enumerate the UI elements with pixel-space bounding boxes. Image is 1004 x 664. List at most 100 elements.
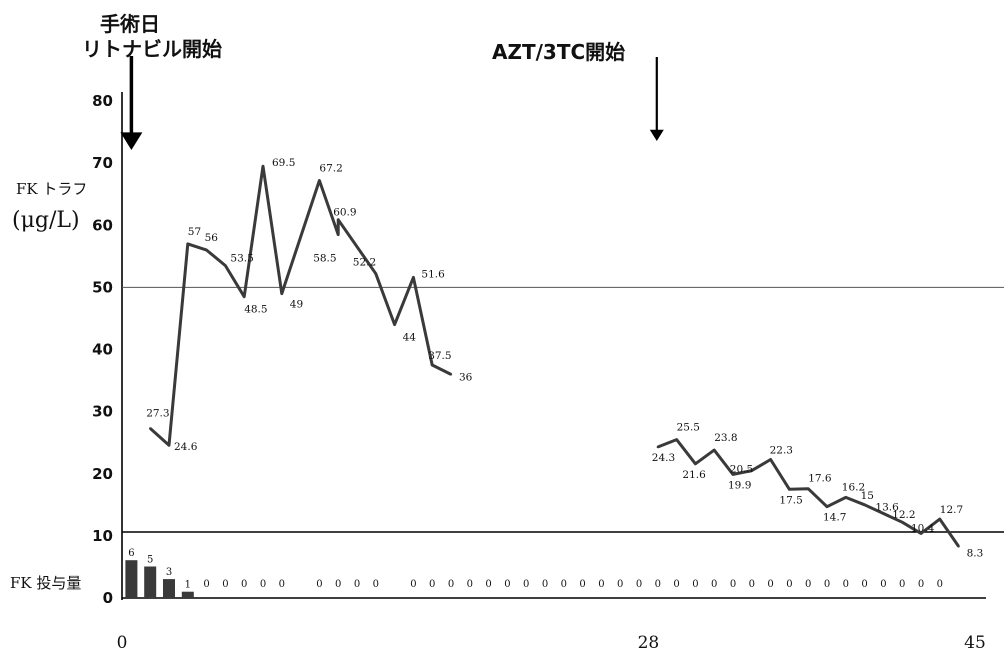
dose-value-label: 0 xyxy=(203,579,209,590)
dose-value-label: 0 xyxy=(673,579,679,590)
data-point xyxy=(694,462,697,466)
dose-bar xyxy=(181,591,194,598)
data-point xyxy=(149,427,152,430)
data-label: 24.3 xyxy=(652,452,675,464)
data-point xyxy=(938,517,941,521)
dose-value-label: 0 xyxy=(598,579,604,590)
dose-value-label: 0 xyxy=(805,579,811,590)
data-label: 37.5 xyxy=(428,350,451,362)
dose-value-label: 0 xyxy=(692,579,698,590)
data-point xyxy=(844,496,847,499)
data-label: 36 xyxy=(459,371,473,383)
dose-axis-label: FK 投与量 xyxy=(10,574,82,592)
dose-value-label: 0 xyxy=(918,579,924,590)
data-point xyxy=(393,323,396,326)
y-tick-label: 10 xyxy=(92,527,113,545)
dose-value-label: 6 xyxy=(128,548,134,559)
surgery-label-line2: リトナビル開始 xyxy=(82,37,222,61)
dose-value-label: 0 xyxy=(335,579,341,590)
dose-value-label: 0 xyxy=(467,579,473,590)
data-label: 48.5 xyxy=(244,304,267,316)
x-tick-label: 0 xyxy=(117,633,128,653)
dose-value-label: 0 xyxy=(636,579,642,590)
data-label: 58.5 xyxy=(313,253,336,265)
dose-value-label: 0 xyxy=(749,579,755,590)
dose-value-label: 1 xyxy=(185,580,191,591)
dose-bar xyxy=(144,566,157,598)
data-point xyxy=(374,272,377,275)
data-label: 27.3 xyxy=(146,407,169,419)
x-tick-label: 28 xyxy=(638,633,660,653)
dose-value-label: 3 xyxy=(166,567,172,578)
data-point xyxy=(243,295,246,298)
trough-series-line xyxy=(149,164,452,447)
data-point xyxy=(769,458,772,461)
data-point xyxy=(431,363,434,367)
x-tick-label: 45 xyxy=(964,633,986,653)
event-arrow-head xyxy=(120,132,143,150)
data-label: 51.6 xyxy=(421,268,445,280)
dose-value-label: 0 xyxy=(279,579,285,590)
data-label: 67.2 xyxy=(319,163,342,175)
y-tick-label: 40 xyxy=(92,341,113,359)
data-point xyxy=(713,448,716,452)
data-label: 12.2 xyxy=(892,509,915,521)
data-point xyxy=(750,469,753,472)
data-point xyxy=(731,473,735,476)
y-tick-label: 60 xyxy=(92,216,113,234)
data-label: 44 xyxy=(403,332,417,344)
event-arrow-head xyxy=(649,129,664,141)
data-label: 25.5 xyxy=(677,422,700,434)
data-point xyxy=(807,487,810,490)
data-point xyxy=(882,512,885,515)
dose-value-label: 0 xyxy=(579,579,585,590)
y-tick-label: 0 xyxy=(103,589,113,607)
dose-value-label: 0 xyxy=(711,579,717,590)
data-label: 56 xyxy=(205,232,219,244)
data-label: 16.2 xyxy=(842,481,865,493)
data-label: 23.8 xyxy=(714,432,737,444)
data-point xyxy=(261,165,265,168)
dose-value-label: 0 xyxy=(843,579,849,590)
data-label: 24.6 xyxy=(174,441,198,453)
dose-value-label: 5 xyxy=(147,555,153,566)
data-point xyxy=(449,373,453,376)
data-point xyxy=(318,179,321,182)
data-point xyxy=(656,445,659,449)
dose-value-label: 0 xyxy=(354,579,360,590)
data-point xyxy=(337,218,340,221)
data-point xyxy=(825,505,829,508)
dose-value-label: 0 xyxy=(786,579,792,590)
data-point xyxy=(412,276,415,279)
dose-value-label: 0 xyxy=(316,579,322,590)
data-label: 53.5 xyxy=(230,253,253,265)
dose-value-label: 0 xyxy=(222,579,228,590)
y-tick-label: 20 xyxy=(92,465,113,483)
dose-value-label: 0 xyxy=(523,579,529,590)
y-tick-label: 50 xyxy=(92,278,113,296)
dose-value-label: 0 xyxy=(899,579,905,590)
data-labels-group: 27.3 24.6 57 56 53.5 48.5 69.5 49 67.2 58.5 60.9 52… xyxy=(146,157,983,559)
dose-value-label: 0 xyxy=(429,579,435,590)
dose-value-label: 0 xyxy=(448,579,454,590)
data-point xyxy=(167,443,171,447)
azt-start-label: AZT/3TC開始 xyxy=(492,40,626,64)
y-tick-label: 80 xyxy=(92,92,113,110)
data-label: 57 xyxy=(188,226,201,238)
data-label: 69.5 xyxy=(272,157,295,169)
dose-value-label: 0 xyxy=(880,579,886,590)
y-axis-label: FK トラフ xyxy=(16,180,88,198)
data-label: 20.5 xyxy=(730,464,753,476)
y-tick-label: 30 xyxy=(92,403,113,421)
dose-value-label: 0 xyxy=(485,579,491,590)
dose-value-label: 0 xyxy=(767,579,773,590)
data-label: 14.7 xyxy=(823,512,846,524)
data-point xyxy=(957,545,960,548)
data-label: 52.2 xyxy=(353,257,376,269)
data-label: 19.9 xyxy=(728,479,751,491)
dose-bar xyxy=(163,579,175,598)
dose-value-label: 0 xyxy=(410,579,416,590)
data-point xyxy=(901,521,904,524)
